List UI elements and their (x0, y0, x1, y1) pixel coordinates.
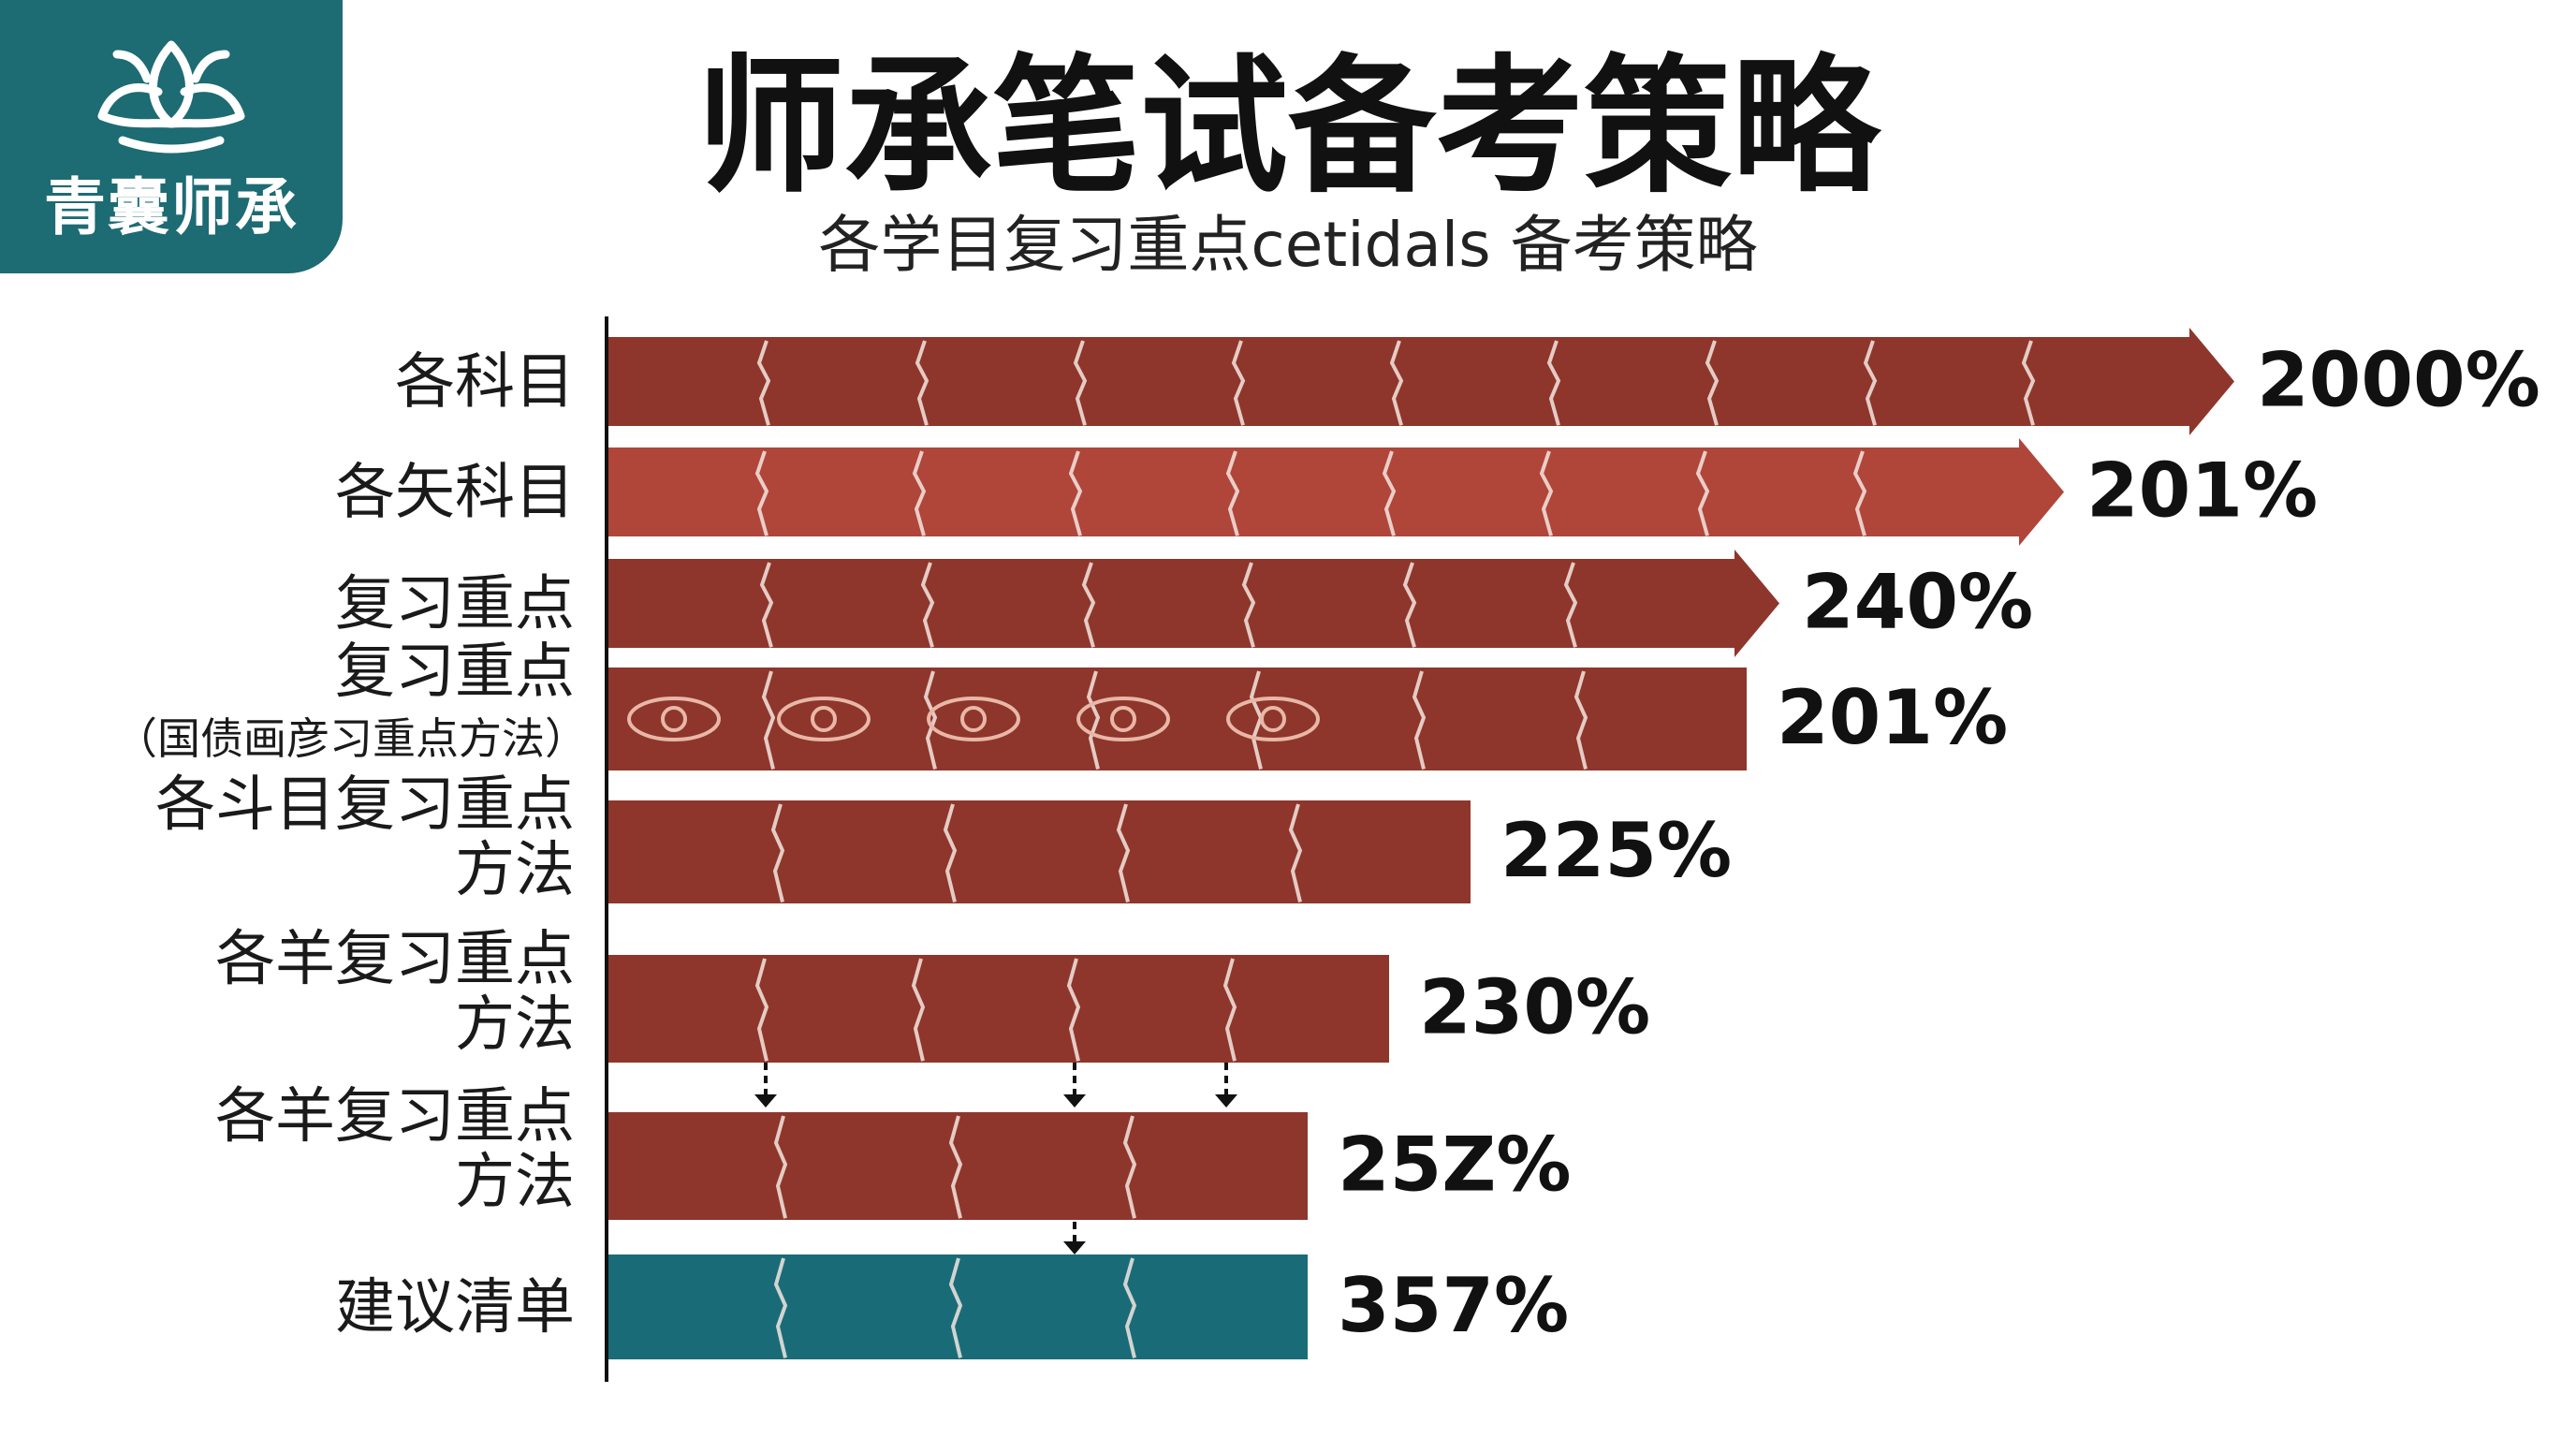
brand-logo: 青囊师承 (0, 0, 343, 273)
bar-5 (608, 800, 1471, 903)
bar-seam (1389, 340, 1404, 426)
bar-seam (756, 340, 771, 426)
bar-seam (1086, 670, 1101, 770)
bar-seam (2021, 340, 2036, 426)
connector-arrowhead (754, 1094, 777, 1108)
bar-ornament (960, 706, 987, 732)
lotus-icon (97, 40, 245, 154)
bar-seam (1705, 340, 1720, 426)
category-label: 各斗目复习重点方法 (155, 770, 575, 905)
value-label: 357% (1338, 1262, 1569, 1349)
bar-seam (1852, 450, 1867, 536)
bar-seam (1231, 340, 1246, 426)
bar-seam (1081, 562, 1096, 648)
bar-seam (943, 803, 958, 902)
page-subtitle: 各学目复习重点cetidals 备考策略 (818, 209, 1758, 281)
bar-seam (1241, 562, 1256, 648)
bar-ornament (927, 697, 1020, 741)
brand-name: 青囊师承 (44, 171, 299, 243)
bar-seam (912, 450, 927, 536)
category-label: 各科目 (395, 348, 575, 418)
bar-ornament (811, 706, 837, 732)
bar-seam (948, 1257, 963, 1358)
bar-seam (761, 670, 776, 770)
bar-seam (1546, 340, 1561, 426)
bar-seam (1563, 562, 1578, 648)
bar-seam (754, 958, 769, 1062)
value-label: 25Z% (1338, 1122, 1572, 1209)
category-label: 各羊复习重点方法 (215, 1082, 575, 1217)
bar-seam (1068, 450, 1083, 536)
bar-seam (754, 450, 769, 536)
connector-arrowhead (1063, 1241, 1086, 1255)
bar-seam (1402, 562, 1417, 648)
bar-seam (1122, 1257, 1137, 1358)
bar-seam (1073, 340, 1088, 426)
bar-1 (608, 328, 2234, 435)
bar-seam (1122, 1115, 1137, 1219)
bar-ornament (1260, 706, 1286, 732)
value-label: 201% (2086, 448, 2318, 535)
bar-seam (1539, 450, 1554, 536)
bar-3 (608, 550, 1779, 657)
bar-ornament (1110, 706, 1136, 732)
bar-seam (770, 803, 785, 902)
bar-seam (773, 1115, 788, 1219)
bar-seam (923, 670, 938, 770)
category-label: 各矢科目 (335, 459, 575, 528)
bar-seam (1116, 803, 1131, 902)
value-label: 240% (1802, 559, 2033, 646)
category-label: 各羊复习重点方法 (215, 925, 575, 1060)
bar-seam (915, 340, 929, 426)
value-label: 230% (1419, 964, 1650, 1051)
category-label: 建议清单 (335, 1273, 575, 1343)
bar-seam (1382, 450, 1397, 536)
connector-arrowhead (1063, 1094, 1086, 1108)
bar-seam (911, 958, 926, 1062)
connector-arrowhead (1215, 1094, 1237, 1108)
page-title: 师承笔试备考策略 (696, 41, 1880, 213)
bar-seam (1066, 958, 1081, 1062)
bar-seam (1695, 450, 1710, 536)
bar-ornament (1076, 697, 1170, 741)
bar-seam (1573, 670, 1588, 770)
value-label: 201% (1777, 674, 2008, 761)
bar-6 (608, 955, 1389, 1063)
bar-seam (773, 1257, 788, 1358)
bar-ornament (777, 697, 871, 741)
bar-seam (920, 562, 935, 648)
category-label: 复习重点（国债画彦习重点方法） (114, 638, 588, 764)
category-label: 复习重点 (335, 570, 575, 639)
value-label: 2000% (2257, 337, 2540, 424)
bar-seam (1288, 803, 1303, 902)
bar-4 (608, 668, 1747, 770)
bar-seam (948, 1115, 963, 1219)
bar-seam (1222, 958, 1237, 1062)
bar-ornament (661, 706, 687, 732)
bar-ornament (1226, 697, 1320, 741)
bar-seam (1863, 340, 1878, 426)
bar-ornament (627, 697, 721, 741)
bar-seam (759, 562, 774, 648)
bar-2 (608, 438, 2064, 546)
value-label: 225% (1500, 807, 1732, 894)
bar-seam (1412, 670, 1427, 770)
bar-seam (1225, 450, 1240, 536)
